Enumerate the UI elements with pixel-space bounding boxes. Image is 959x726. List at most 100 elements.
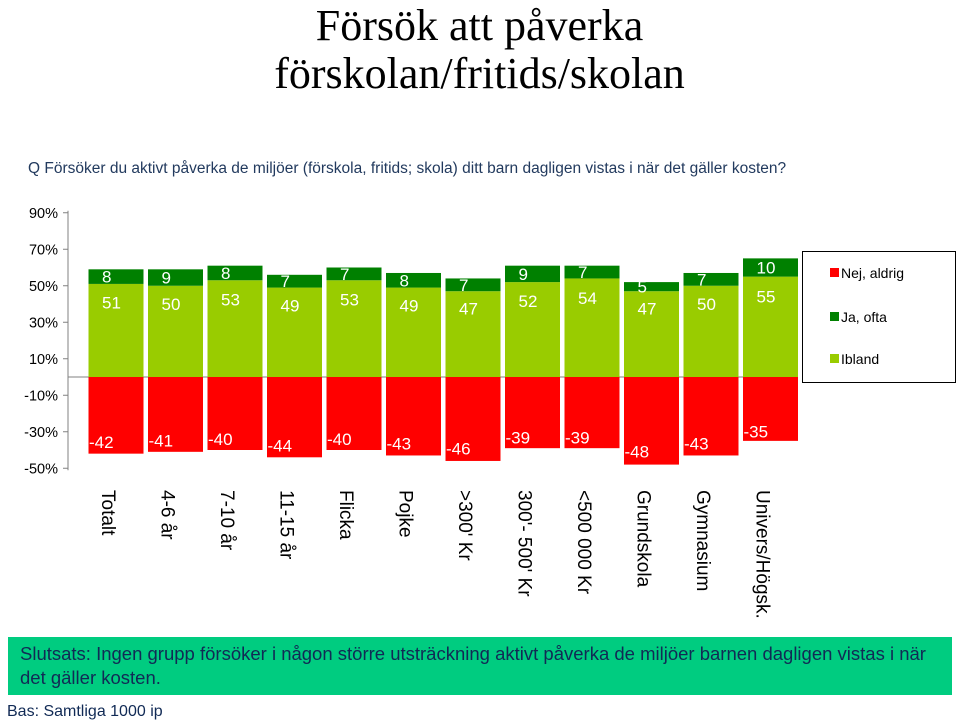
category-label: 11-15 år: [276, 490, 297, 560]
category-label: Pojke: [395, 490, 416, 538]
data-label-ja-ofta: 8: [221, 264, 230, 283]
y-tick-label: 70%: [29, 242, 58, 258]
category-label: 7-10 år: [216, 490, 237, 551]
bar-ibland: [88, 283, 144, 377]
legend-item: Ja, ofta: [830, 309, 887, 325]
category-label: Flicka: [335, 490, 356, 540]
data-label-nej-aldrig: -43: [387, 435, 412, 454]
bar-ibland: [743, 276, 798, 377]
bar-nej-aldrig: [743, 377, 798, 441]
category-label: 300'- 500' Kr: [514, 490, 535, 597]
bar-ja-ofta: [564, 265, 620, 279]
data-label-nej-aldrig: -46: [446, 439, 471, 458]
survey-question: Q Försöker du aktivt påverka de miljöer …: [28, 160, 787, 177]
data-label-ja-ofta: 7: [697, 270, 706, 289]
bar-nej-aldrig: [386, 377, 441, 456]
category-label: Grundskola: [633, 490, 654, 588]
legend-label: Ja, ofta: [841, 309, 887, 325]
data-label-ja-ofta: 9: [162, 269, 171, 288]
base-note: Bas: Samtliga 1000 ip: [7, 703, 163, 720]
y-tick-label: 10%: [29, 352, 58, 368]
data-label-ibland: 52: [519, 292, 538, 311]
data-label-ja-ofta: 7: [459, 276, 468, 295]
data-label-ja-ofta: 9: [519, 265, 528, 284]
bar-ja-ofta: [386, 272, 441, 288]
legend-swatch: [830, 312, 839, 321]
bar-nej-aldrig: [505, 377, 560, 449]
bar-nej-aldrig: [267, 377, 322, 458]
page-title: Försök att påverka förskolan/fritids/sko…: [0, 2, 959, 98]
bar-ja-ofta: [207, 265, 263, 281]
data-label-nej-aldrig: -48: [625, 442, 650, 461]
data-label-ibland: 50: [162, 295, 181, 314]
legend-label: Ibland: [841, 351, 880, 367]
bar-ibland: [624, 291, 679, 377]
bar-ja-ofta: [326, 267, 382, 281]
data-label-ibland: 49: [281, 296, 300, 315]
legend-swatch: [830, 354, 839, 363]
y-tick-label: 90%: [29, 206, 58, 222]
data-label-ja-ofta: 8: [102, 268, 111, 287]
y-tick-label: -30%: [24, 425, 58, 441]
stacked-bar-chart: 90% 70% 50% 30% 10% -10% -30% -50% 8 51 -42 Totalt 9…: [24, 206, 798, 619]
data-label-ibland: 54: [578, 289, 597, 308]
data-label-ja-ofta: 8: [400, 271, 409, 290]
bar-ibland: [207, 280, 263, 377]
data-label-ibland: 53: [340, 291, 359, 310]
bar-nej-aldrig: [683, 377, 739, 456]
data-label-ja-ofta: 7: [578, 263, 587, 282]
data-label-nej-aldrig: -40: [208, 430, 233, 449]
chart-legend: Nej, aldrig Ja, ofta Ibland: [802, 251, 956, 383]
title-line-1: Försök att påverka: [315, 1, 644, 50]
category-label: Gymnasium: [692, 490, 713, 591]
bar-ibland: [445, 291, 501, 377]
bar-nej-aldrig: [148, 377, 203, 452]
data-label-ibland: 49: [400, 296, 419, 315]
category-label: 4-6 år: [157, 490, 178, 540]
bar-ja-ofta: [683, 272, 739, 286]
data-label-nej-aldrig: -44: [268, 436, 293, 455]
data-label-nej-aldrig: -43: [684, 435, 709, 454]
data-label-ja-ofta: 7: [340, 265, 349, 284]
bar-ibland: [326, 280, 382, 377]
data-label-ibland: 53: [221, 291, 240, 310]
data-label-nej-aldrig: -41: [149, 432, 174, 451]
data-label-nej-aldrig: -35: [744, 422, 769, 441]
title-line-2: förskolan/fritids/skolan: [274, 49, 685, 98]
bar-ibland: [386, 287, 441, 377]
data-label-ja-ofta: 7: [281, 272, 290, 291]
y-tick-label: 50%: [29, 279, 58, 295]
category-label: >300' Kr: [454, 490, 475, 561]
bar-ja-ofta: [624, 282, 679, 292]
y-tick-label: -10%: [24, 388, 58, 404]
data-label-nej-aldrig: -39: [506, 428, 531, 447]
bar-nej-aldrig: [207, 377, 263, 450]
legend-item: Ibland: [830, 351, 880, 367]
legend-item: Nej, aldrig: [830, 265, 905, 281]
bar-ibland: [683, 285, 739, 377]
data-label-nej-aldrig: -42: [89, 433, 114, 452]
bar-ja-ofta: [88, 269, 144, 284]
bar-ja-ofta: [505, 265, 560, 283]
data-label-ibland: 50: [697, 295, 716, 314]
bar-ibland: [564, 278, 620, 377]
legend-label: Nej, aldrig: [841, 265, 905, 281]
data-label-ibland: 47: [459, 299, 478, 318]
bar-ja-ofta: [445, 278, 501, 292]
category-label: Univers/Högsk.: [752, 490, 773, 619]
bar-ibland: [267, 287, 322, 377]
bar-nej-aldrig: [624, 377, 679, 465]
bar-ja-ofta: [267, 274, 322, 288]
bar-ibland: [148, 285, 203, 377]
data-label-ibland: 51: [102, 294, 121, 313]
y-tick-label: -50%: [24, 461, 58, 477]
data-label-ja-ofta: 10: [757, 259, 776, 278]
bar-nej-aldrig: [88, 377, 144, 454]
conclusion-box: Slutsats: Ingen grupp försöker i någon s…: [8, 637, 952, 695]
category-label: Totalt: [97, 490, 118, 536]
data-label-ibland: 47: [638, 299, 657, 318]
data-label-ibland: 55: [757, 288, 776, 307]
bar-nej-aldrig: [326, 377, 382, 450]
bar-ja-ofta: [148, 269, 203, 286]
data-label-nej-aldrig: -39: [565, 428, 590, 447]
